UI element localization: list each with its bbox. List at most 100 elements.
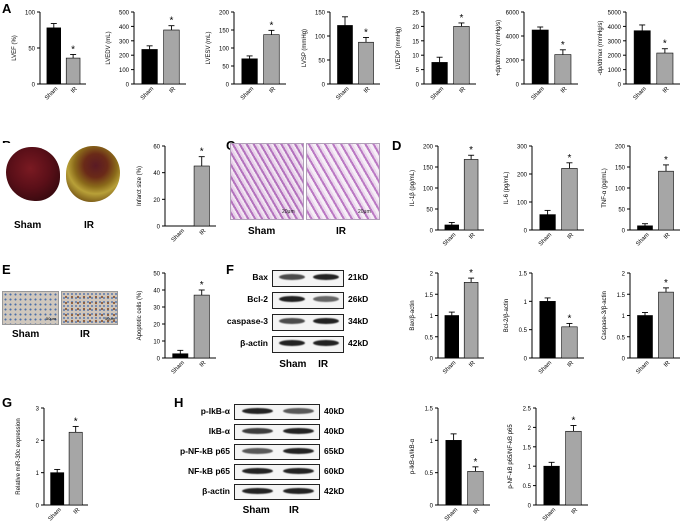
y-tick-label: 150	[423, 166, 434, 172]
panel-label-d: D	[392, 138, 402, 153]
blot-label: p-NF-kB p65	[179, 446, 230, 456]
y-tick-label: 100	[219, 47, 230, 53]
significance-mark: *	[571, 415, 575, 426]
y-tick-label: 2	[36, 439, 40, 445]
x-tick-label: Sham	[633, 86, 648, 101]
y-tick-label: 0.5	[617, 335, 626, 341]
x-tick-label: IR	[560, 86, 569, 95]
x-tick-label: Sham	[171, 228, 186, 243]
significance-mark: *	[469, 145, 473, 156]
significance-mark: *	[71, 44, 75, 55]
x-tick-label: IR	[662, 86, 671, 95]
significance-mark: *	[664, 155, 668, 166]
blot-strip	[234, 404, 320, 420]
y-tick-label: 0	[322, 83, 326, 89]
bar-sham	[444, 315, 460, 359]
bar-sham	[141, 49, 158, 85]
y-tick-label: 150	[315, 11, 326, 17]
x-tick-label: IR	[199, 360, 208, 369]
x-tick-label: Sham	[442, 232, 457, 247]
blot-strip	[234, 424, 320, 440]
y-tick-label: 0	[618, 83, 622, 89]
x-tick-label: Sham	[531, 86, 546, 101]
y-axis-label: LVSP (mmHg)	[302, 29, 308, 67]
band-ir	[313, 296, 340, 302]
chart-pikba: 0 0.5 1 1.5 p-IkB-α/IkB-α Sham IR *	[410, 407, 490, 523]
blot-strip	[272, 292, 344, 309]
significance-mark: *	[74, 416, 78, 427]
blot-label: Bcl-2	[247, 294, 268, 304]
x-tick-label: Sham	[442, 360, 457, 375]
bar-ir	[65, 57, 81, 85]
y-tick-label: 100	[315, 35, 326, 41]
y-tick-label: 0	[126, 83, 130, 89]
bar-ir	[463, 159, 479, 231]
bar-sham	[444, 224, 460, 231]
y-axis-label: p-NF-kB p65/NF-kB p65	[508, 424, 514, 489]
bar-ir	[68, 431, 83, 506]
y-axis-label: LVEF (%)	[12, 35, 18, 61]
y-tick-label: 100	[423, 187, 434, 193]
x-tick-label: Sham	[335, 86, 350, 101]
y-tick-label: 1	[430, 314, 434, 320]
heart-label-sham: Sham	[14, 220, 42, 231]
y-tick-label: 25	[412, 11, 419, 17]
x-tick-label: Sham	[430, 86, 445, 101]
band-ir	[283, 448, 315, 454]
y-tick-label: 0	[622, 357, 626, 363]
bar-ir	[193, 294, 210, 359]
x-tick-label: IR	[468, 232, 477, 241]
x-tick-label: IR	[468, 360, 477, 369]
blot-label: NF-kB p65	[187, 466, 230, 476]
tunel-label-ir: IR	[80, 329, 90, 340]
tunel-scale-1: 50μm	[46, 316, 57, 321]
y-tick-label: 0.5	[425, 471, 434, 477]
blot-kd: 40kD	[324, 426, 345, 436]
chart-tnfa: 0 50 100 150 200 TNF-α (pg/mL) Sham IR *	[602, 145, 680, 248]
blot-kd: 34kD	[348, 316, 369, 326]
significance-mark: *	[567, 153, 571, 164]
bar-sham	[531, 29, 549, 85]
y-tick-label: 100	[517, 201, 528, 207]
significance-mark: *	[364, 27, 368, 38]
y-tick-label: 0	[430, 504, 434, 510]
x-tick-label: Sham	[240, 86, 255, 101]
y-tick-label: 2.5	[523, 407, 532, 413]
lane-label-ir: IR	[318, 359, 329, 370]
y-tick-label: 0	[524, 229, 528, 235]
significance-mark: *	[200, 280, 204, 291]
band-ir	[313, 318, 340, 324]
y-tick-label: 0	[157, 357, 161, 363]
y-tick-label: 200	[517, 173, 528, 179]
x-tick-label: IR	[459, 86, 468, 95]
bar-sham	[431, 62, 448, 85]
bar-sham	[633, 30, 651, 85]
x-tick-label: IR	[567, 360, 576, 369]
y-tick-label: 2000	[608, 54, 622, 60]
western-blot-h: p-IkB-α 40kD IkB-α 40kD p-NF-kB p65 65kD NF-kB…	[178, 404, 378, 530]
bar-sham	[50, 472, 65, 506]
y-axis-label: Bcl-2/β-actin	[504, 299, 510, 332]
bar-ir	[463, 282, 479, 359]
y-tick-label: 150	[615, 166, 626, 172]
significance-mark: *	[663, 39, 667, 50]
x-tick-label: Sham	[635, 360, 650, 375]
heart-photo-ir	[64, 143, 120, 209]
bar-ir	[554, 54, 572, 85]
y-axis-label: IL-1β (pg/mL)	[410, 170, 416, 206]
panel-label-a: A	[2, 1, 12, 16]
x-tick-label: Sham	[44, 86, 59, 101]
y-tick-label: 3000	[608, 39, 622, 45]
blot-strip	[234, 444, 320, 460]
y-tick-label: 60	[153, 145, 160, 151]
y-tick-label: 0.5	[519, 328, 528, 334]
chart-pnfkb: 0 0.5 1 1.5 2 2.5 p-NF-kB p65/NF-kB p65 Sham IR *	[508, 407, 588, 523]
y-tick-label: 100	[615, 187, 626, 193]
x-tick-label: IR	[663, 360, 672, 369]
chart-dpdtmax: 0 2000 4000 6000 +dp/dtmax (mmHg/s) Sham IR *	[496, 11, 578, 102]
y-tick-label: 0.5	[425, 335, 434, 341]
bar-ir	[656, 52, 674, 85]
significance-mark: *	[664, 278, 668, 289]
band-ir	[283, 428, 315, 434]
band-sham	[241, 468, 273, 474]
